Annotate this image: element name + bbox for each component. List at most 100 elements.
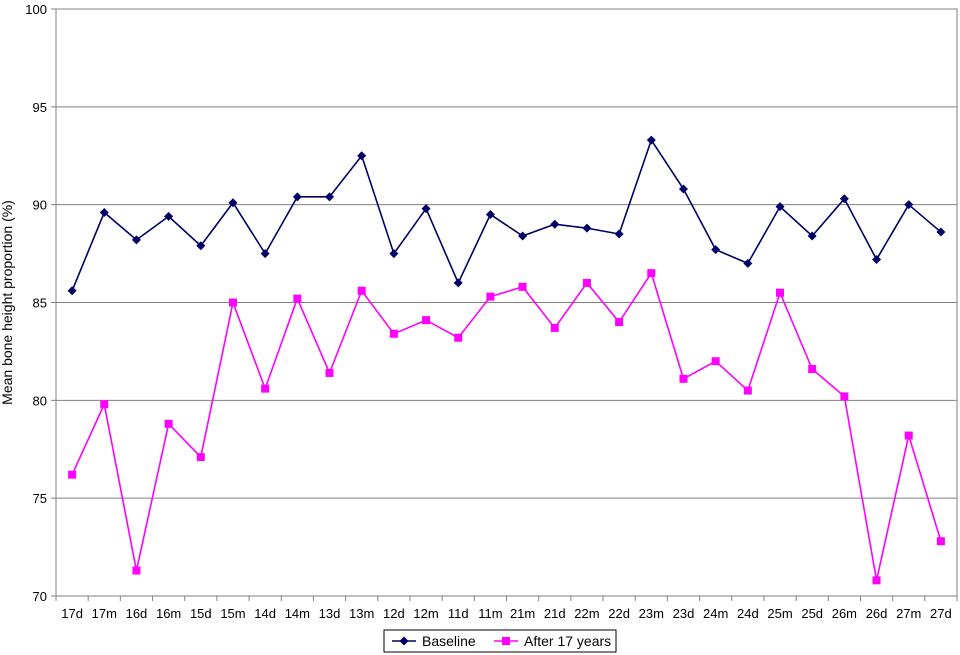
data-point (615, 318, 624, 327)
y-tick-label: 90 (33, 198, 47, 213)
series-1 (68, 269, 945, 585)
x-tick-label: 25d (801, 606, 823, 621)
legend-marker (399, 636, 409, 646)
data-point (678, 184, 688, 194)
x-axis-ticks: 17d 17m 16d 16m 15d 15m 14d 14m 13d 13m 12d 12m 11d 1… (55, 596, 958, 621)
data-point (840, 392, 849, 401)
data-point (164, 211, 174, 221)
data-point (582, 278, 591, 287)
x-tick-label: 11m (478, 606, 502, 621)
x-tick-label: 23d (673, 606, 695, 621)
gridlines (56, 106, 957, 499)
data-point (228, 198, 238, 208)
x-tick-label: 22d (608, 606, 630, 621)
data-point (389, 329, 398, 338)
data-point (518, 282, 527, 291)
series-0 (67, 135, 946, 296)
y-tick-label: 100 (25, 2, 47, 17)
data-point (904, 200, 914, 210)
data-point (775, 202, 785, 212)
data-point (228, 298, 237, 307)
x-tick-label: 27m (896, 606, 921, 621)
data-point (776, 288, 785, 297)
x-tick-label: 17m (92, 606, 117, 621)
legend-entry: Baseline (392, 633, 476, 649)
data-point (582, 223, 592, 233)
legend-label: After 17 years (524, 633, 611, 649)
data-point (68, 470, 77, 479)
x-tick-label: 15m (220, 606, 245, 621)
data-point (550, 219, 560, 229)
y-tick-label: 75 (33, 491, 47, 506)
data-point (132, 566, 141, 575)
series-line (71, 138, 942, 292)
data-point (292, 192, 302, 202)
y-axis-label: Mean bone height proportion (%) (0, 200, 15, 405)
data-point (936, 537, 945, 546)
data-point (100, 400, 109, 409)
data-point (936, 227, 946, 237)
x-tick-label: 14m (285, 606, 310, 621)
data-point (357, 151, 367, 161)
legend-label: Baseline (422, 633, 476, 649)
data-point (196, 453, 205, 462)
x-tick-label: 21d (544, 606, 566, 621)
x-tick-label: 14d (254, 606, 276, 621)
x-tick-label: 22m (574, 606, 599, 621)
x-tick-label: 16d (126, 606, 148, 621)
data-point (647, 269, 656, 278)
data-point (743, 386, 752, 395)
data-point (904, 431, 913, 440)
data-point (422, 316, 431, 325)
series-layer (67, 135, 946, 585)
data-point (518, 231, 528, 241)
data-point (67, 286, 77, 296)
x-tick-label: 24d (737, 606, 759, 621)
x-tick-label: 17d (61, 606, 83, 621)
data-point (99, 207, 109, 217)
data-point (421, 204, 431, 214)
data-point (646, 135, 656, 145)
y-tick-label: 85 (33, 296, 47, 311)
data-point (486, 292, 495, 301)
x-tick-label: 13m (349, 606, 374, 621)
data-point (872, 254, 882, 264)
data-point (872, 576, 881, 585)
x-tick-label: 26d (866, 606, 888, 621)
x-tick-label: 24m (703, 606, 728, 621)
data-point (679, 374, 688, 383)
x-tick-label: 16m (156, 606, 181, 621)
data-point (260, 249, 270, 259)
data-point (196, 241, 206, 251)
data-point (550, 323, 559, 332)
data-point (743, 258, 753, 268)
y-tick-label: 80 (33, 393, 47, 408)
data-point (485, 209, 495, 219)
y-axis-ticks: 70 75 80 85 90 95 100 (25, 2, 56, 604)
x-tick-label: 12d (383, 606, 405, 621)
data-point (261, 384, 270, 393)
x-tick-label: 11d (448, 606, 469, 621)
data-point (711, 245, 721, 255)
data-point (454, 333, 463, 342)
data-point (808, 365, 817, 374)
data-point (164, 419, 173, 428)
x-tick-label: 23m (639, 606, 664, 621)
data-point (131, 235, 141, 245)
data-point (614, 229, 624, 239)
x-tick-label: 27d (930, 606, 952, 621)
x-tick-label: 12m (413, 606, 438, 621)
legend-marker (502, 637, 510, 645)
x-tick-label: 13d (319, 606, 341, 621)
data-point (325, 368, 334, 377)
y-tick-label: 70 (33, 589, 47, 604)
data-point (839, 194, 849, 204)
data-point (325, 192, 335, 202)
data-point (807, 231, 817, 241)
data-point (293, 294, 302, 303)
data-point (357, 286, 366, 295)
data-point (453, 278, 463, 288)
data-point (711, 357, 720, 366)
y-tick-label: 95 (33, 100, 47, 115)
